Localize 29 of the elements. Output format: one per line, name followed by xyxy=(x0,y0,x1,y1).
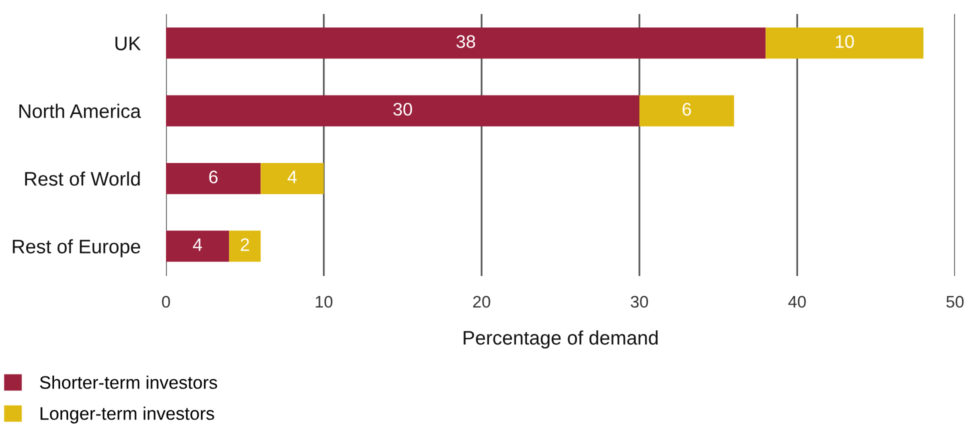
bar xyxy=(166,230,230,262)
x-tick-label: 30 xyxy=(630,296,648,308)
y-tick-label: Rest of Europe xyxy=(12,239,140,258)
x-tick-label: 40 xyxy=(788,296,806,308)
x-tick-label: 20 xyxy=(473,296,490,308)
data-label: 4 xyxy=(288,170,297,184)
y-tick-label: Rest of World xyxy=(25,171,140,186)
y-tick-label: North America xyxy=(19,104,142,118)
bar xyxy=(166,28,766,59)
data-label: 4 xyxy=(192,238,202,251)
bar xyxy=(166,95,640,126)
data-label: 6 xyxy=(682,102,691,116)
data-label: 2 xyxy=(240,238,250,251)
data-label: 30 xyxy=(393,102,412,116)
x-axis-title: Percentage of demand xyxy=(464,330,658,349)
data-label: 38 xyxy=(456,35,476,48)
x-tick-label: 10 xyxy=(316,296,332,308)
bar xyxy=(639,95,734,126)
x-tick-label: 50 xyxy=(946,296,964,308)
bar xyxy=(229,230,261,262)
legend-label: Longer-term investors xyxy=(40,406,214,424)
x-tick-label: 0 xyxy=(162,296,170,308)
bar xyxy=(260,162,324,194)
data-label: 6 xyxy=(209,170,218,184)
bar xyxy=(766,28,924,59)
bar xyxy=(166,162,261,194)
data-label: 10 xyxy=(836,35,854,48)
y-tick-label: UK xyxy=(115,36,141,50)
legend-label: Shorter-term investors xyxy=(40,376,218,389)
